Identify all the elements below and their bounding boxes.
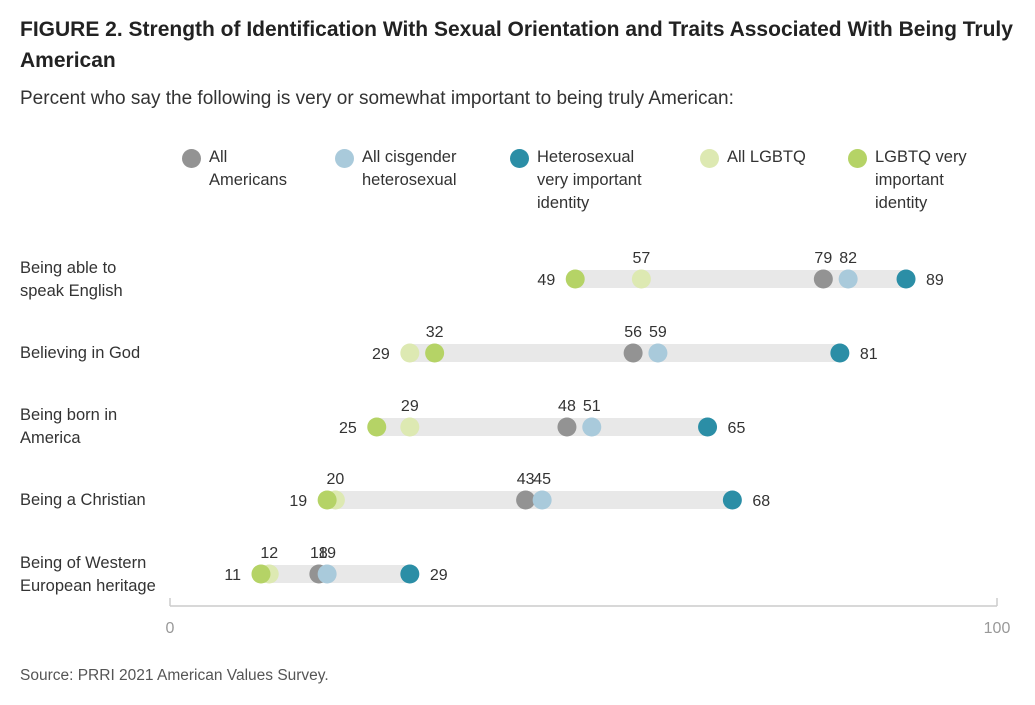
legend-item-all-americans: All Americans (182, 146, 287, 192)
data-label: 81 (860, 346, 878, 363)
data-label: 82 (839, 250, 857, 267)
x-tick-label: 100 (984, 620, 1011, 637)
data-point-cis-het (317, 564, 337, 584)
data-point-het-very (830, 343, 850, 363)
range-bar (376, 418, 708, 436)
data-label: 56 (624, 324, 642, 341)
data-point-het-very (896, 269, 916, 289)
data-point-all-americans (813, 269, 833, 289)
data-point-lgbtq-very (367, 417, 387, 437)
chart-subtitle: Percent who say the following is very or… (20, 88, 734, 109)
row-label-believing-in-god: Believing in God (20, 344, 141, 362)
data-point-lgbtq-very (565, 269, 585, 289)
data-label: 51 (583, 398, 601, 415)
data-label: 12 (260, 545, 278, 562)
data-point-cis-het (648, 343, 668, 363)
data-label: 32 (426, 324, 444, 341)
row-label-speak-english: Being able to speak English (20, 259, 123, 300)
legend-label-all-americans: All Americans (209, 148, 287, 189)
legend-dot-all-americans (182, 149, 201, 168)
data-point-lgbtq-very (425, 343, 445, 363)
data-label: 79 (814, 250, 832, 267)
legend-label-all-lgbtq: All LGBTQ (727, 148, 806, 166)
data-label: 45 (533, 471, 551, 488)
data-point-lgbtq-very (251, 564, 271, 584)
legend-item-all-lgbtq: All LGBTQ (700, 146, 806, 169)
data-point-cis-het (582, 417, 602, 437)
data-label: 49 (537, 272, 555, 289)
data-label: 19 (318, 545, 336, 562)
data-point-all-americans (516, 490, 536, 510)
source-note: Source: PRRI 2021 American Values Survey… (20, 667, 329, 684)
row-label-born-in-america: Being born in America (20, 406, 118, 447)
data-label: 25 (339, 420, 357, 437)
data-label: 20 (327, 471, 345, 488)
data-label: 29 (372, 346, 390, 363)
legend-label-heterosexual-very-important: Heterosexual very important identity (537, 148, 642, 212)
legend-item-heterosexual-very-important: Heterosexual very important identity (510, 146, 642, 215)
chart-title: FIGURE 2. Strength of Identification Wit… (20, 18, 1013, 72)
legend-label-lgbtq-very-important: LGBTQ very important identity (875, 148, 967, 212)
data-label: 29 (401, 398, 419, 415)
data-label: 68 (752, 493, 770, 510)
data-point-het-very (722, 490, 742, 510)
data-point-lgbtq-very (317, 490, 337, 510)
data-label: 59 (649, 324, 667, 341)
data-label: 48 (558, 398, 576, 415)
data-label: 29 (430, 567, 448, 584)
data-point-all-americans (623, 343, 643, 363)
data-point-all-lgbtq (400, 417, 420, 437)
row-label-being-christian: Being a Christian (20, 491, 146, 509)
legend-item-lgbtq-very-important: LGBTQ very important identity (848, 146, 967, 215)
legend-label-cisgender-heterosexual: All cisgender heterosexual (362, 148, 457, 189)
data-point-all-lgbtq (631, 269, 651, 289)
data-label: 89 (926, 272, 944, 289)
data-label: 11 (224, 567, 241, 584)
data-label: 57 (632, 250, 650, 267)
data-point-cis-het (838, 269, 858, 289)
legend-dot-all-lgbtq (700, 149, 719, 168)
data-label: 65 (728, 420, 746, 437)
data-point-het-very (698, 417, 718, 437)
data-label: 19 (289, 493, 307, 510)
data-point-het-very (400, 564, 420, 584)
data-point-all-lgbtq (400, 343, 420, 363)
data-label: 43 (517, 471, 535, 488)
legend-dot-heterosexual-very-important (510, 149, 529, 168)
row-label-western-european-heritage: Being of Western European heritage (20, 554, 156, 595)
legend-dot-lgbtq-very-important (848, 149, 867, 168)
legend-item-cisgender-heterosexual: All cisgender heterosexual (335, 146, 456, 192)
legend-dot-cisgender-heterosexual (335, 149, 354, 168)
data-label: 18 (310, 545, 328, 562)
data-point-cis-het (532, 490, 552, 510)
data-point-all-americans (557, 417, 577, 437)
x-tick-label: 0 (166, 620, 175, 637)
